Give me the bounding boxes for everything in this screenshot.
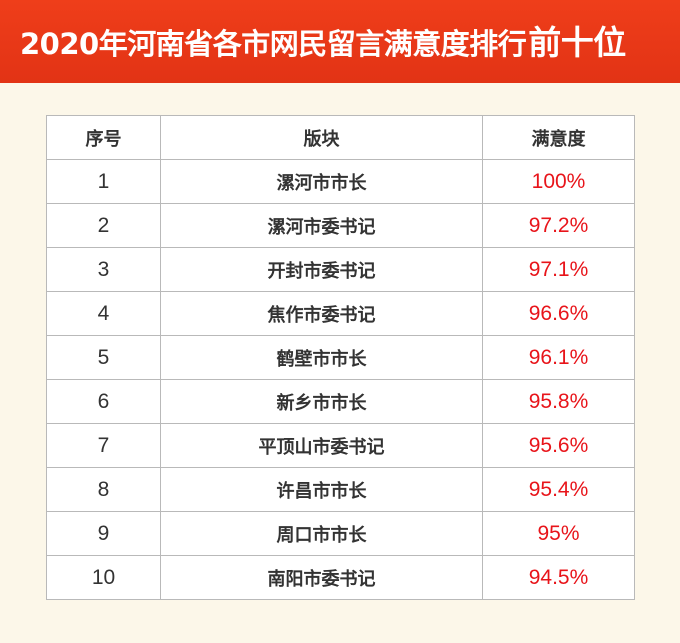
row-section: 开封市委书记 <box>160 247 483 292</box>
row-satisfaction: 96.1% <box>482 335 635 380</box>
row-satisfaction: 95% <box>482 511 635 556</box>
row-rank: 10 <box>46 555 161 600</box>
row-section: 南阳市委书记 <box>160 555 483 600</box>
row-satisfaction: 94.5% <box>482 555 635 600</box>
row-section: 新乡市市长 <box>160 379 483 424</box>
row-rank: 7 <box>46 423 161 468</box>
row-rank: 8 <box>46 467 161 512</box>
row-rank: 5 <box>46 335 161 380</box>
header-satisfaction: 满意度 <box>482 115 635 160</box>
row-rank: 4 <box>46 291 161 336</box>
table-row: 8 许昌市市长 95.4% <box>46 467 635 512</box>
row-satisfaction: 100% <box>482 159 635 204</box>
header-section: 版块 <box>160 115 483 160</box>
row-section: 许昌市市长 <box>160 467 483 512</box>
row-section: 鹤壁市市长 <box>160 335 483 380</box>
row-rank: 9 <box>46 511 161 556</box>
row-rank: 1 <box>46 159 161 204</box>
table-row: 10 南阳市委书记 94.5% <box>46 555 635 600</box>
page-title: 2020年河南省各市网民留言满意度排行前十位 <box>20 16 626 64</box>
row-satisfaction: 95.8% <box>482 379 635 424</box>
row-satisfaction: 95.4% <box>482 467 635 512</box>
page-title-main: 2020年河南省各市网民留言满意度排行 <box>20 26 527 61</box>
table-row: 3 开封市委书记 97.1% <box>46 247 635 292</box>
table-row: 4 焦作市委书记 96.6% <box>46 291 635 336</box>
row-satisfaction: 95.6% <box>482 423 635 468</box>
table-header-row: 序号 版块 满意度 <box>46 115 635 160</box>
ranking-table: 序号 版块 满意度 1 漯河市市长 100% 2 漯河市委书记 97.2% 3 … <box>46 115 635 600</box>
row-rank: 2 <box>46 203 161 248</box>
header-rank: 序号 <box>46 115 161 160</box>
ranking-table-container: 序号 版块 满意度 1 漯河市市长 100% 2 漯河市委书记 97.2% 3 … <box>46 115 635 600</box>
table-row: 1 漯河市市长 100% <box>46 159 635 204</box>
row-section: 平顶山市委书记 <box>160 423 483 468</box>
page-title-emphasis: 前十位 <box>528 22 626 62</box>
table-row: 6 新乡市市长 95.8% <box>46 379 635 424</box>
row-section: 漯河市委书记 <box>160 203 483 248</box>
table-row: 9 周口市市长 95% <box>46 511 635 556</box>
row-satisfaction: 97.2% <box>482 203 635 248</box>
row-satisfaction: 96.6% <box>482 291 635 336</box>
row-rank: 6 <box>46 379 161 424</box>
row-rank: 3 <box>46 247 161 292</box>
row-section: 焦作市委书记 <box>160 291 483 336</box>
row-section: 周口市市长 <box>160 511 483 556</box>
row-section: 漯河市市长 <box>160 159 483 204</box>
table-row: 7 平顶山市委书记 95.6% <box>46 423 635 468</box>
table-row: 2 漯河市委书记 97.2% <box>46 203 635 248</box>
title-banner: 2020年河南省各市网民留言满意度排行前十位 <box>0 0 680 83</box>
table-row: 5 鹤壁市市长 96.1% <box>46 335 635 380</box>
row-satisfaction: 97.1% <box>482 247 635 292</box>
